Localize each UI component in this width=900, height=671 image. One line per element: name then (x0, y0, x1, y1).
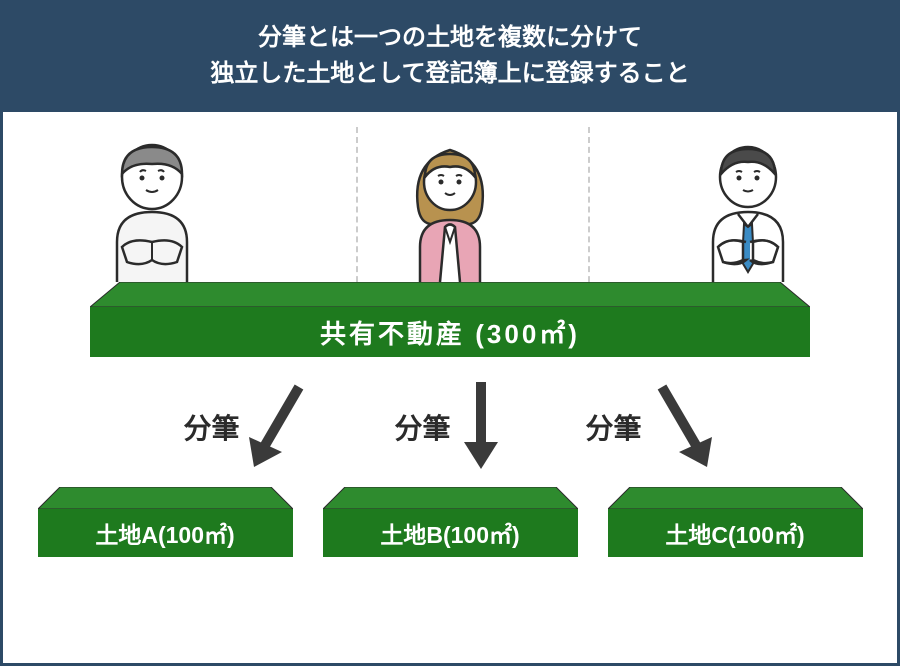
parcel-a-label: 土地A(100㎡) (38, 509, 293, 557)
shared-land-block: 共有不動産 (300㎡) (90, 282, 810, 357)
content-area: 共有不動産 (300㎡) 分筆 分筆 分筆 (0, 112, 900, 666)
shared-land-label: 共有不動産 (300㎡) (90, 307, 810, 357)
parcel-c-label: 土地C(100㎡) (608, 509, 863, 557)
header-line2: 独立した土地として登記簿上に登録すること (0, 56, 900, 92)
parcel-a: 土地A(100㎡) (38, 487, 293, 557)
parcel-b-label: 土地B(100㎡) (323, 509, 578, 557)
parcel-a-top (38, 487, 293, 509)
arrow-group-c: 分筆 (586, 377, 717, 477)
person-b (370, 132, 530, 282)
parcel-b: 土地B(100㎡) (323, 487, 578, 557)
shared-land-top (90, 282, 810, 307)
divider-1 (356, 127, 358, 292)
split-label-c: 分筆 (586, 407, 642, 447)
arrow-b-icon (456, 377, 506, 477)
parcel-c: 土地C(100㎡) (608, 487, 863, 557)
person-c-icon (668, 132, 828, 282)
person-c (668, 132, 828, 282)
person-a-icon (72, 132, 232, 282)
arrows-row: 分筆 分筆 分筆 (3, 367, 897, 487)
divider-2 (588, 127, 590, 292)
person-a (72, 132, 232, 282)
parcel-c-top (608, 487, 863, 509)
arrow-group-a: 分筆 (183, 377, 314, 477)
arrow-a-icon (244, 377, 314, 477)
header-banner: 分筆とは一つの土地を複数に分けて 独立した土地として登記簿上に登録すること (0, 0, 900, 112)
parcel-row: 土地A(100㎡) 土地B(100㎡) 土地C(100㎡) (3, 487, 897, 557)
people-row (3, 112, 897, 282)
header-line1: 分筆とは一つの土地を複数に分けて (0, 20, 900, 56)
split-label-a: 分筆 (183, 407, 239, 447)
person-b-icon (370, 132, 530, 282)
split-label-b: 分筆 (394, 407, 450, 447)
diagram-container: 分筆とは一つの土地を複数に分けて 独立した土地として登記簿上に登録すること (0, 0, 900, 671)
arrow-group-b: 分筆 (394, 377, 505, 477)
arrow-c-icon (647, 377, 717, 477)
parcel-b-top (323, 487, 578, 509)
